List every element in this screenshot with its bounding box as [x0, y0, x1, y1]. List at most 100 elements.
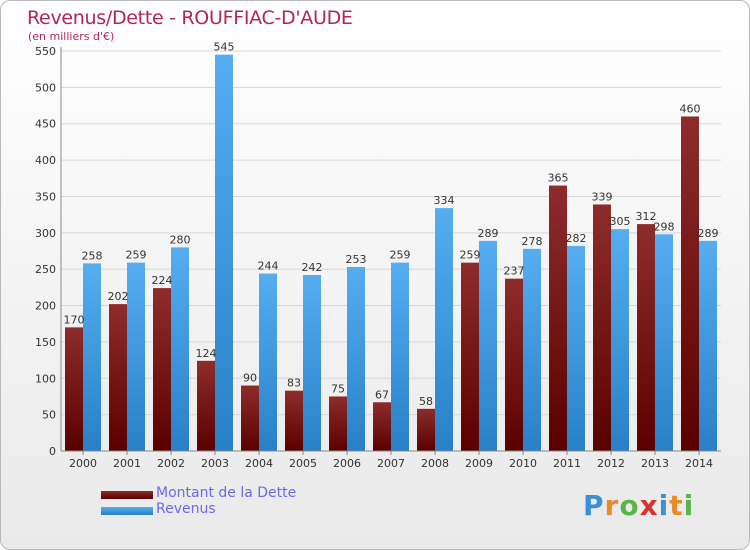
bar-revenue [171, 247, 189, 451]
y-tick-label: 250 [35, 263, 56, 276]
bar-revenue [435, 208, 453, 451]
data-label-revenue: 282 [566, 232, 587, 245]
data-label-debt: 259 [460, 249, 481, 262]
bar-revenue [303, 275, 321, 451]
data-label-revenue: 278 [522, 235, 543, 248]
bar-debt [197, 360, 215, 451]
y-tick-label: 150 [35, 336, 56, 349]
chart-title: Revenus/Dette - ROUFFIAC-D'AUDE [27, 7, 353, 29]
logo-letter: P [583, 489, 605, 522]
bar-debt [505, 278, 523, 451]
data-label-debt: 460 [680, 102, 701, 115]
bar-debt [549, 185, 567, 451]
data-label-debt: 202 [108, 290, 129, 303]
y-tick-label: 200 [35, 300, 56, 313]
data-label-debt: 339 [592, 190, 613, 203]
x-tick-label: 2012 [597, 457, 625, 470]
data-label-revenue: 289 [698, 227, 719, 240]
data-label-revenue: 280 [170, 233, 191, 246]
proxiti-logo: Proxiti [583, 489, 694, 522]
x-tick-label: 2014 [685, 457, 713, 470]
bar-debt [153, 288, 171, 451]
bar-debt [241, 385, 259, 451]
data-label-debt: 170 [64, 313, 85, 326]
bar-revenue [127, 262, 145, 451]
bar-debt [593, 204, 611, 451]
bar-revenue [479, 240, 497, 451]
data-label-revenue: 242 [302, 261, 323, 274]
x-tick-label: 2008 [421, 457, 449, 470]
x-tick-label: 2010 [509, 457, 537, 470]
bar-revenue [83, 263, 101, 451]
data-label-revenue: 545 [214, 41, 235, 54]
x-tick-label: 2000 [69, 457, 97, 470]
bar-debt [461, 262, 479, 451]
data-label-debt: 90 [243, 372, 257, 385]
data-label-revenue: 259 [390, 249, 411, 262]
bar-revenue [567, 245, 585, 451]
x-tick-label: 2006 [333, 457, 361, 470]
y-tick-label: 350 [35, 190, 56, 203]
data-label-revenue: 253 [346, 253, 367, 266]
bar-debt [285, 390, 303, 451]
logo-letter: o [619, 489, 640, 522]
x-tick-label: 2001 [113, 457, 141, 470]
data-label-debt: 83 [287, 377, 301, 390]
data-label-debt: 124 [196, 347, 217, 360]
x-tick-label: 2002 [157, 457, 185, 470]
y-tick-label: 450 [35, 118, 56, 131]
x-tick-label: 2013 [641, 457, 669, 470]
y-tick-label: 400 [35, 154, 56, 167]
y-tick-label: 100 [35, 372, 56, 385]
data-label-debt: 67 [375, 388, 389, 401]
y-tick-label: 500 [35, 81, 56, 94]
bar-revenue [347, 267, 365, 451]
bar-revenue [699, 240, 717, 451]
bar-revenue [259, 273, 277, 451]
x-tick-label: 2007 [377, 457, 405, 470]
data-label-revenue: 334 [434, 194, 455, 207]
logo-letter: i [658, 489, 670, 522]
data-label-debt: 365 [548, 172, 569, 185]
bar-revenue [215, 54, 233, 452]
data-label-debt: 75 [331, 382, 345, 395]
bar-debt [65, 327, 83, 451]
logo-letter: r [604, 489, 620, 522]
legend-swatch-revenue [101, 507, 153, 515]
bar-revenue [391, 262, 409, 451]
y-tick-label: 50 [42, 409, 56, 422]
y-tick-label: 0 [49, 445, 56, 458]
bar-debt [681, 116, 699, 452]
data-label-debt: 312 [636, 210, 657, 223]
data-label-revenue: 305 [610, 215, 631, 228]
legend-label-debt: Montant de la Dette [156, 485, 297, 501]
data-label-revenue: 244 [258, 260, 279, 273]
data-label-revenue: 298 [654, 220, 675, 233]
bar-debt [329, 396, 347, 451]
bar-revenue [523, 248, 541, 451]
x-tick-label: 2005 [289, 457, 317, 470]
legend-label-revenue: Revenus [156, 501, 216, 517]
bar-debt [637, 224, 655, 451]
bar-revenue [611, 229, 629, 451]
bar-debt [373, 402, 391, 451]
bar-debt [109, 304, 127, 451]
data-label-debt: 237 [504, 265, 525, 278]
data-label-revenue: 258 [82, 249, 103, 262]
data-label-debt: 58 [419, 395, 433, 408]
y-tick-label: 550 [35, 45, 56, 58]
chart-subtitle: (en milliers d'€) [28, 30, 115, 43]
data-label-revenue: 259 [126, 249, 147, 262]
bar-debt [417, 408, 435, 451]
logo-letter: x [639, 489, 659, 522]
x-tick-label: 2009 [465, 457, 493, 470]
y-tick-label: 300 [35, 227, 56, 240]
logo-letter: t [669, 489, 684, 522]
x-tick-label: 2003 [201, 457, 229, 470]
x-tick-label: 2011 [553, 457, 581, 470]
logo-letter: i [683, 489, 695, 522]
bar-revenue [655, 234, 673, 451]
legend-swatch-debt [101, 491, 153, 499]
